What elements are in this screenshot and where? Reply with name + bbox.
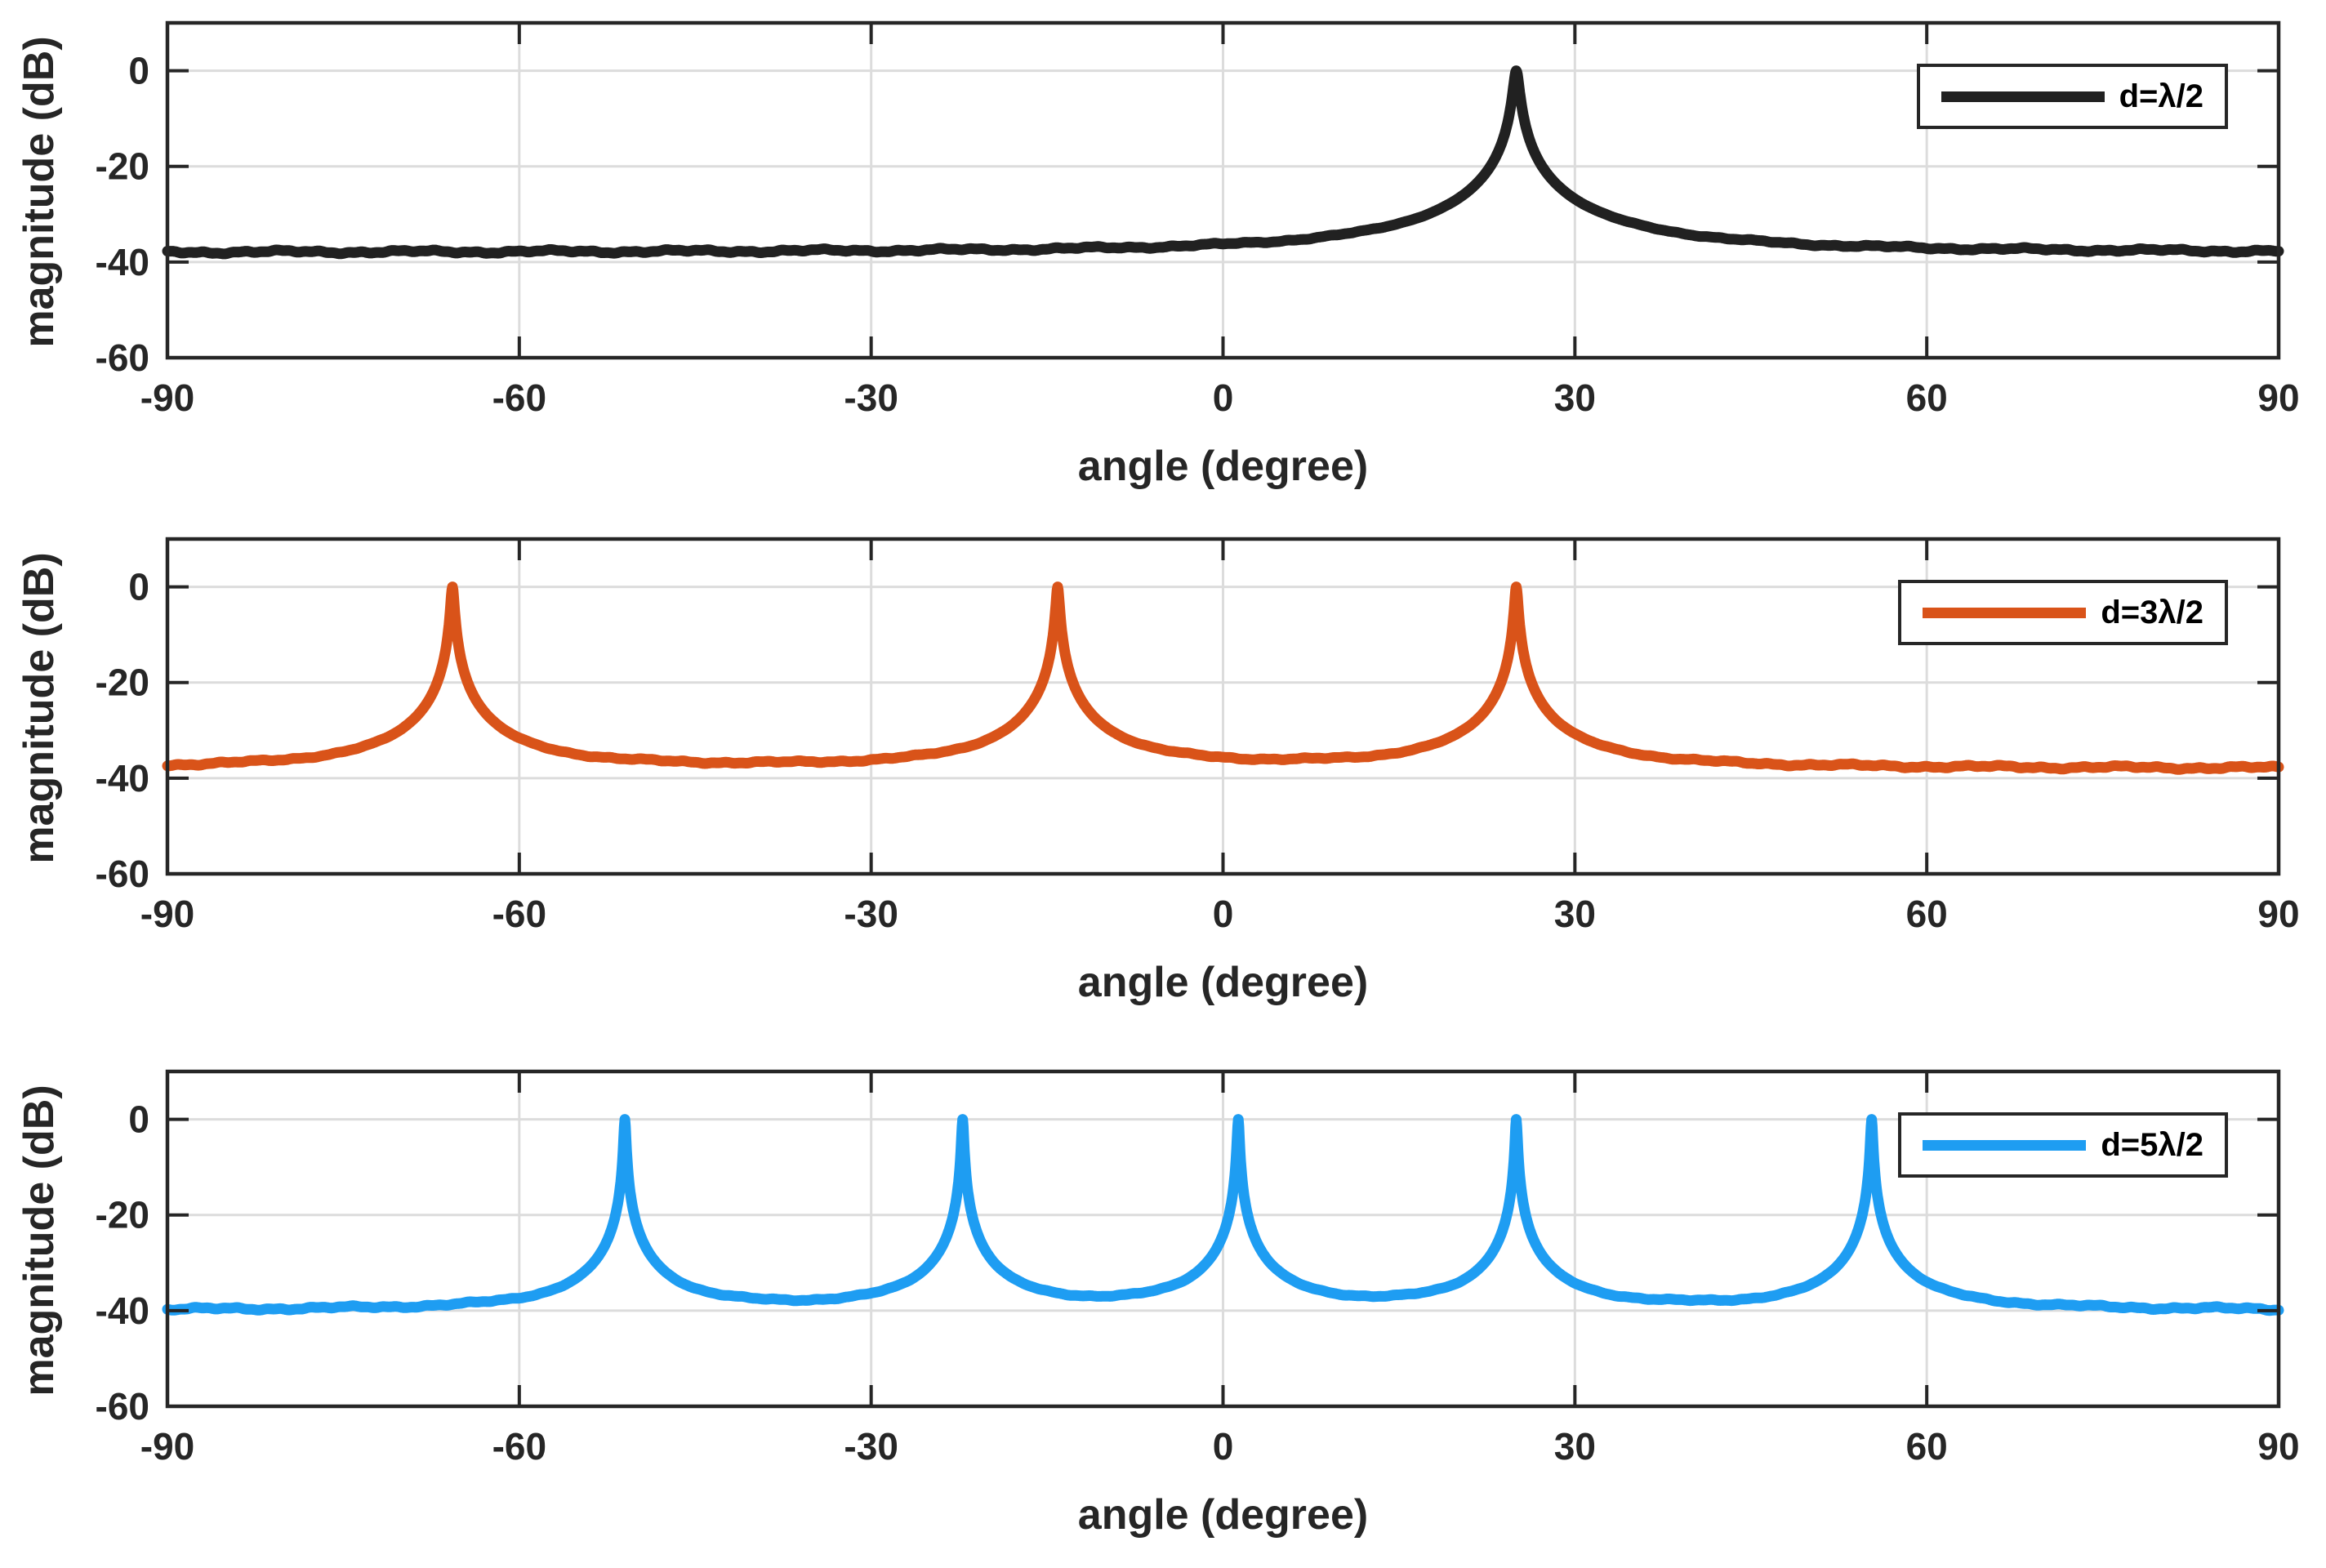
y-tick-label: -20	[96, 145, 149, 188]
x-tick-label: -60	[492, 1425, 546, 1468]
subplot-1: -90 -60 -30 0 30 60 90 0 -20 -40 -60 magnitude (dB…	[0, 0, 2326, 519]
x-axis-label-1: angle (degree)	[1077, 443, 1369, 490]
x-tick-label: -30	[844, 1425, 898, 1468]
x-tick-label: 60	[1906, 1425, 1948, 1468]
x-tick-label: 30	[1554, 1425, 1596, 1468]
legend-1: d=λ/2	[1916, 64, 2228, 129]
legend-label-2: d=3λ/2	[2101, 594, 2203, 630]
legend-line-sample-3	[1923, 1139, 2087, 1151]
legend-line-sample-1	[1941, 91, 2105, 102]
y-tick-label: -60	[96, 336, 149, 379]
y-tick-label: -40	[96, 241, 149, 283]
x-tick-label: 0	[1213, 376, 1234, 419]
y-tick-label: 0	[128, 566, 149, 608]
x-tick-label: -30	[844, 376, 898, 419]
subplot-2: -90 -60 -30 0 30 60 90 0 -20 -40 -60 magnitude (dB…	[0, 516, 2326, 1036]
curve-d-3lambda-over-2	[162, 581, 2284, 775]
legend-3: d=5λ/2	[1898, 1112, 2228, 1178]
y-axis-label-1: magnitude (dB)	[16, 36, 63, 348]
y-axis-label-3: magnitude (dB)	[16, 1085, 63, 1396]
y-tick-label: 0	[128, 1098, 149, 1141]
legend-label-1: d=λ/2	[2119, 78, 2203, 114]
x-tick-label: -90	[140, 376, 194, 419]
y-tick-label: -20	[96, 1194, 149, 1236]
y-tick-label: 0	[128, 50, 149, 92]
y-tick-label: -40	[96, 757, 149, 800]
x-tick-label: 90	[2257, 1425, 2299, 1468]
y-tick-label: -60	[96, 853, 149, 895]
x-tick-label: 0	[1213, 1425, 1234, 1468]
x-tick-label: 30	[1554, 893, 1596, 935]
x-tick-label: 90	[2257, 893, 2299, 935]
x-tick-label: 0	[1213, 893, 1234, 935]
x-tick-label: 30	[1554, 376, 1596, 419]
curve-d-lambda-over-2	[162, 65, 2284, 260]
y-axis-label-2: magnitude (dB)	[16, 552, 63, 864]
y-tick-label: -40	[96, 1290, 149, 1332]
y-tick-label: -20	[96, 662, 149, 704]
x-tick-label: -90	[140, 893, 194, 935]
plot-area-2: -90 -60 -30 0 30 60 900-20-40-60	[96, 537, 2300, 935]
x-tick-label: -60	[492, 893, 546, 935]
x-axis-label-2: angle (degree)	[1077, 959, 1369, 1006]
x-tick-label: 90	[2257, 376, 2299, 419]
curve-d-5lambda-over-2	[162, 1114, 2284, 1316]
legend-line-sample-2	[1923, 607, 2087, 618]
x-tick-label: -30	[844, 893, 898, 935]
x-axis-label-3: angle (degree)	[1077, 1491, 1369, 1539]
legend-label-3: d=5λ/2	[2101, 1126, 2203, 1163]
x-tick-label: 60	[1906, 893, 1948, 935]
x-tick-label: -90	[140, 1425, 194, 1468]
y-tick-label: -60	[96, 1385, 149, 1428]
legend-2: d=3λ/2	[1898, 580, 2228, 645]
subplot-3: -90 -60 -30 0 30 60 90 0 -20 -40 -60 magnitude (dB…	[0, 1049, 2326, 1568]
x-tick-label: -60	[492, 376, 546, 419]
plot-area-3: -90 -60 -30 0 30 60 900-20-40-60	[96, 1069, 2300, 1468]
x-tick-label: 60	[1906, 376, 1948, 419]
